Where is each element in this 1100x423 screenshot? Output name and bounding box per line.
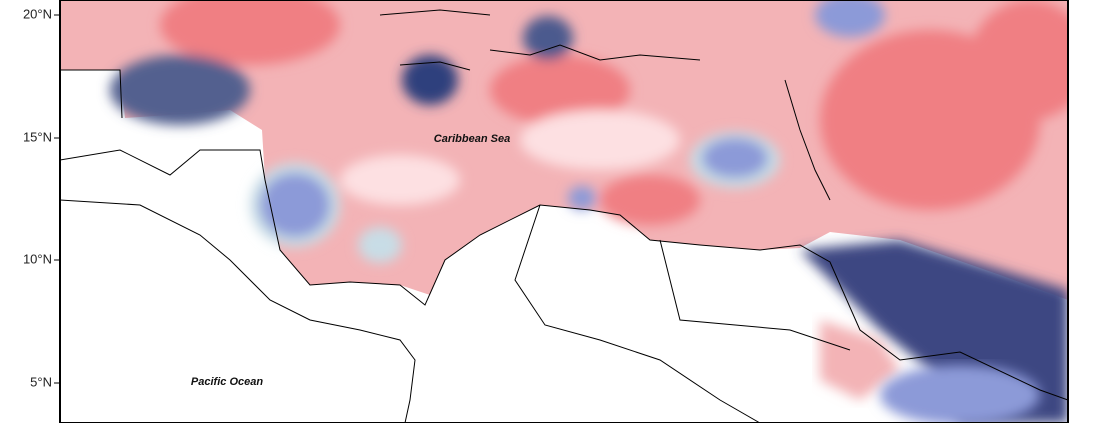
lat-label: 15°N — [23, 129, 52, 144]
place-label: Caribbean Sea — [434, 133, 510, 145]
anomaly-blobs — [110, 0, 1068, 263]
coastline — [60, 149, 1068, 401]
frame — [59, 0, 1069, 423]
lat-label: 10°N — [23, 251, 52, 266]
coastline-pacific — [60, 199, 416, 423]
southeast-edge — [820, 320, 900, 400]
place-label: Pacific Ocean — [191, 376, 263, 388]
lat-axis: 20°N 15°N 10°N 5°N — [23, 6, 60, 389]
islands — [60, 9, 831, 201]
lat-label: 5°N — [30, 374, 52, 389]
southeast-blob — [880, 365, 1040, 423]
border — [514, 204, 851, 423]
map-area — [60, 0, 1068, 423]
lat-label: 20°N — [23, 6, 52, 21]
